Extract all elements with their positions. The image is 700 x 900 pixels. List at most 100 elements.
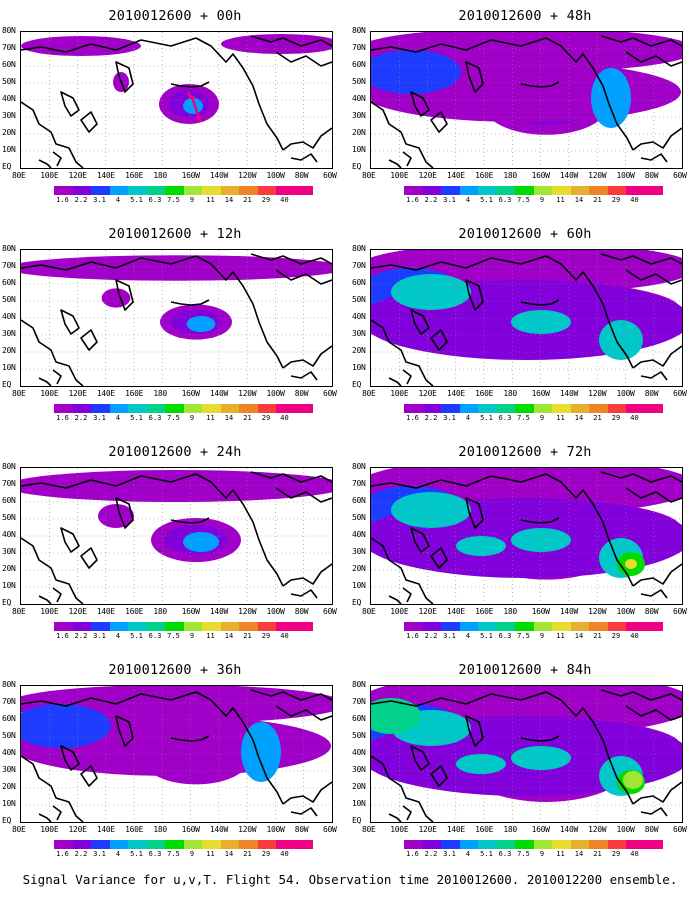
colorbar-level-label: 6.3: [498, 196, 512, 204]
colorbar-swatch: [422, 840, 441, 849]
panel-title: 2010012600 + 36h: [108, 662, 242, 678]
colorbar-level-label: 4: [115, 196, 121, 204]
lon-tick-label: 140E: [446, 171, 465, 180]
lon-tick-label: 120E: [68, 389, 87, 398]
coastline: [600, 689, 682, 701]
colorbar-swatch: [54, 840, 73, 849]
coastline: [52, 587, 62, 603]
colorbar-swatch: [202, 404, 221, 413]
colorbar: [54, 622, 313, 631]
colorbar-level-label: 21: [243, 850, 252, 858]
colorbar-swatch: [72, 840, 91, 849]
map-area: [20, 31, 333, 169]
colorbar-level-label: 5.1: [480, 850, 493, 858]
colorbar-swatch: [202, 622, 221, 631]
coastline: [632, 127, 682, 151]
colorbar-swatch: [54, 622, 73, 631]
lat-tick-label: 60N: [352, 496, 366, 505]
colorbar-level-label: 3.1: [93, 850, 106, 858]
colorbar-level-label: 40: [630, 414, 639, 422]
colorbar-labels: 1.6 2.2 3.1 4 5.1 6.3 7.5 9 11 14 21 29 40: [54, 632, 354, 641]
coastline: [195, 255, 284, 369]
lon-tick-label: 140W: [559, 607, 578, 616]
colorbar-swatch: [533, 840, 552, 849]
lon-tick-label: 100E: [390, 389, 409, 398]
colorbar-swatch: [165, 840, 184, 849]
coastline: [290, 807, 318, 817]
lat-tick-label: 60N: [352, 60, 366, 69]
field-contour: [21, 470, 332, 502]
colorbar-swatch: [257, 840, 276, 849]
lat-tick-label: 20N: [352, 564, 366, 573]
coastline: [600, 35, 682, 47]
coastline: [625, 269, 682, 285]
lat-tick-label: 60N: [2, 278, 16, 287]
colorbar-level-label: 9: [189, 632, 195, 640]
lat-tick-label: 70N: [352, 479, 366, 488]
colorbar-level-label: 1.6: [56, 196, 69, 204]
coastline: [195, 37, 284, 151]
colorbar: [54, 840, 313, 849]
lat-tick-label: 30N: [2, 765, 16, 774]
colorbar-level-label: 9: [189, 850, 195, 858]
lon-tick-label: 160W: [531, 607, 550, 616]
lon-tick-label: 160E: [125, 389, 144, 398]
colorbar-swatch: [91, 840, 110, 849]
colorbar-level-label: 5.1: [130, 850, 143, 858]
colorbar-level-label: 4: [115, 850, 121, 858]
colorbar-swatch: [404, 840, 423, 849]
lon-tick-label: 120E: [418, 825, 437, 834]
colorbar-labels: 1.6 2.2 3.1 4 5.1 6.3 7.5 9 11 14 21 29 40: [404, 414, 700, 423]
lat-tick-label: EQ: [352, 816, 362, 825]
coastline: [545, 691, 634, 805]
coastline: [80, 547, 98, 569]
lat-tick-label: 50N: [2, 295, 16, 304]
lon-tick-label: 120W: [238, 825, 257, 834]
coastline: [632, 563, 682, 587]
colorbar-level-label: 2.2: [74, 196, 88, 204]
lat-tick-label: EQ: [2, 598, 12, 607]
colorbar-level-label: 5.1: [480, 632, 493, 640]
colorbar-level-label: 1.6: [406, 632, 419, 640]
coastline: [80, 111, 98, 133]
colorbar-level-label: 29: [611, 850, 621, 858]
lon-tick-label: 80E: [362, 389, 376, 398]
colorbar-level-label: 7.5: [517, 632, 530, 640]
colorbar-level-label: 1.6: [406, 414, 419, 422]
colorbar: [54, 404, 313, 413]
colorbar-swatch: [294, 840, 313, 849]
colorbar-swatch: [441, 840, 460, 849]
lon-tick-label: 180: [153, 171, 167, 180]
lat-tick-label: 10N: [352, 799, 366, 808]
colorbar-swatch: [146, 840, 165, 849]
colorbar-swatch: [533, 622, 552, 631]
colorbar-swatch: [441, 622, 460, 631]
coastline: [600, 253, 682, 265]
colorbar-swatch: [146, 404, 165, 413]
colorbar-swatch: [570, 840, 589, 849]
colorbar-level-label: 3.1: [443, 632, 456, 640]
lon-tick-label: 80W: [644, 607, 659, 616]
colorbar-swatch: [422, 186, 441, 195]
coastline: [275, 487, 332, 503]
colorbar-swatch: [515, 840, 534, 849]
lat-tick-label: 30N: [2, 547, 16, 556]
lat-tick-label: 20N: [352, 346, 366, 355]
colorbar: [54, 186, 313, 195]
colorbar-swatch: [220, 186, 239, 195]
colorbar-labels: 1.6 2.2 3.1 4 5.1 6.3 7.5 9 11 14 21 29 40: [54, 196, 354, 205]
lon-tick-label: 80E: [362, 171, 376, 180]
lon-tick-label: 100W: [616, 607, 635, 616]
colorbar-level-label: 29: [261, 196, 271, 204]
map-area: [370, 249, 683, 387]
lon-tick-label: 180: [503, 607, 517, 616]
colorbar-swatch: [220, 840, 239, 849]
lon-tick-label: 60W: [673, 607, 687, 616]
coastline: [250, 35, 332, 47]
lon-tick-label: 80E: [12, 389, 26, 398]
lat-tick-label: 80N: [352, 26, 366, 35]
coastline: [60, 745, 80, 771]
colorbar-level-label: 4: [465, 196, 471, 204]
lon-tick-label: 80W: [294, 171, 309, 180]
coastline: [38, 595, 52, 604]
